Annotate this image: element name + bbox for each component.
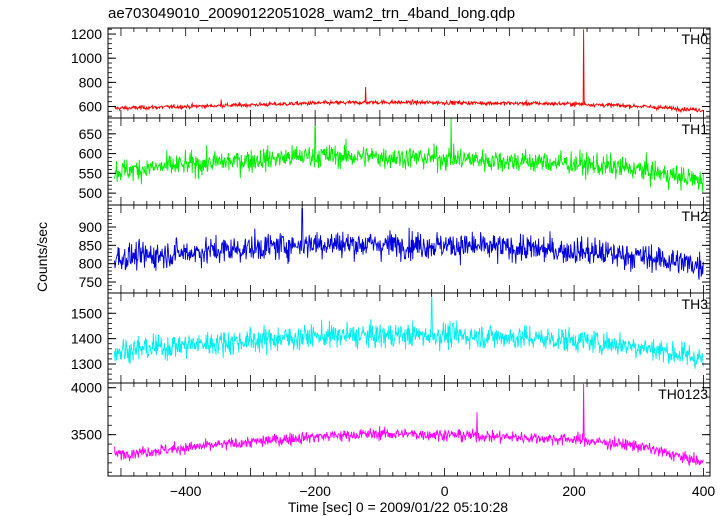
x-tick-label: −400 [170,483,202,499]
y-tick-label: 500 [79,185,103,201]
y-tick-label: 4000 [71,380,102,396]
panel-label: TH0123 [658,386,708,402]
y-tick-label: 550 [79,165,103,181]
panel-label: TH0 [682,31,709,47]
panel-label: TH2 [682,208,709,224]
y-tick-label: 1400 [71,331,102,347]
series-line-th0123 [114,383,704,467]
panel-frame [107,382,711,477]
x-tick-label: 200 [562,483,586,499]
y-tick-label: 1500 [71,305,102,321]
y-tick-label: 3500 [71,427,102,443]
y-tick-label: 800 [79,74,103,90]
series-line-th3 [114,297,704,369]
panel-th0123: 3500 4000 TH0123 [71,380,711,477]
x-tick-label: 0 [441,483,449,499]
panel-th1: 500 550 600 650 TH1 [79,117,711,206]
y-tick-label: 850 [79,237,103,253]
x-axis-label: Time [sec] 0 = 2009/01/22 05:10:28 [288,499,508,515]
y-tick-label: 600 [79,99,103,115]
series-line-th1 [114,118,704,193]
series-line-th0 [114,29,704,114]
panel-label: TH3 [682,296,709,312]
panel-th2: 750 800 850 900 TH2 [79,204,711,294]
y-tick-label: 1000 [71,50,102,66]
y-tick-label: 1200 [71,26,102,42]
y-tick-label: 1300 [71,356,102,372]
chart-title: ae703049010_20090122051028_wam2_trn_4ban… [108,5,515,22]
panel-th3: 1300 1400 1500 TH3 [71,292,711,384]
x-tick-label: 400 [692,483,716,499]
panel-th0: 600 800 1000 1200 TH0 [71,26,711,119]
y-axis-label: Counts/sec [34,222,50,292]
y-tick-label: 800 [79,256,103,272]
panels: 600 800 1000 1200 TH0 500 550 600 650 TH1 750 800 85… [71,26,716,499]
y-tick-label: 600 [79,146,103,162]
y-tick-label: 750 [79,274,103,290]
x-tick-label: −200 [299,483,331,499]
y-tick-label: 650 [79,126,103,142]
y-tick-label: 900 [79,219,103,235]
series-line-th2 [114,208,704,280]
panel-label: TH1 [682,121,709,137]
